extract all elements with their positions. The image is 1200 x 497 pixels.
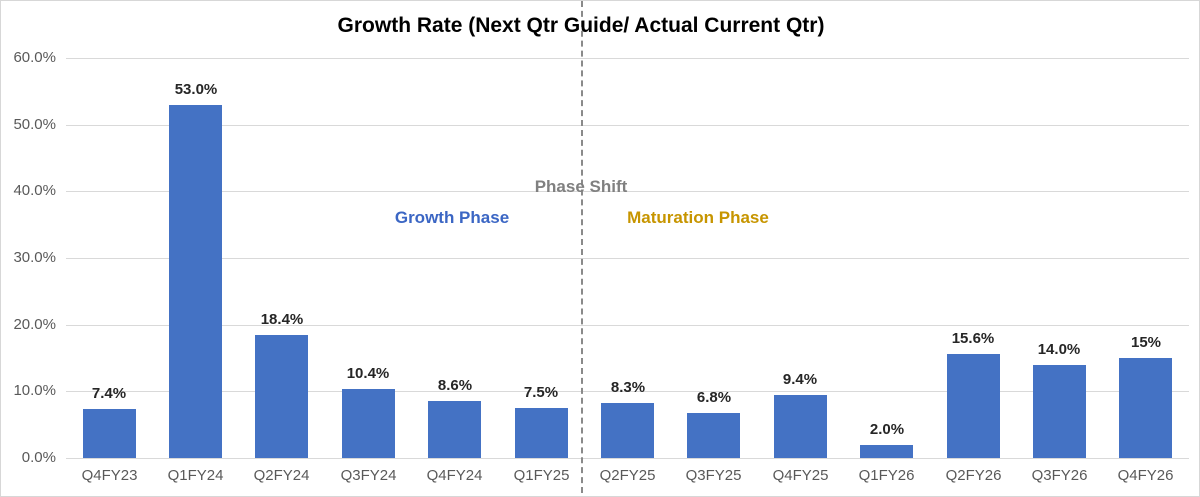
y-axis-tick-label: 30.0% xyxy=(13,249,56,266)
bar xyxy=(169,105,222,458)
bar xyxy=(428,401,481,458)
bar-value-label: 53.0% xyxy=(174,81,218,98)
bar-value-label: 9.4% xyxy=(782,371,818,388)
bar-value-label: 10.4% xyxy=(346,365,390,382)
y-axis-tick-label: 50.0% xyxy=(13,116,56,133)
x-axis-tick-label: Q3FY26 xyxy=(1031,467,1088,484)
phase-shift-label: Phase Shift xyxy=(534,177,628,196)
x-axis-tick-label: Q3FY25 xyxy=(685,467,742,484)
chart-title: Growth Rate (Next Qtr Guide/ Actual Curr… xyxy=(337,14,825,37)
bar xyxy=(255,335,308,458)
x-axis-tick-label: Q1FY25 xyxy=(513,467,570,484)
x-axis-tick-label: Q2FY24 xyxy=(253,467,310,484)
y-axis-tick-label: 10.0% xyxy=(13,382,56,399)
bar-value-label: 2.0% xyxy=(869,421,905,438)
y-axis-tick-label: 60.0% xyxy=(13,49,56,66)
gridline xyxy=(66,191,1189,192)
bar xyxy=(601,403,654,458)
bar xyxy=(947,354,1000,458)
x-axis-tick-label: Q4FY24 xyxy=(426,467,483,484)
bar-value-label: 15% xyxy=(1130,334,1162,351)
bar-value-label: 8.6% xyxy=(437,377,473,394)
x-axis-tick-label: Q2FY26 xyxy=(945,467,1002,484)
gridline xyxy=(66,325,1189,326)
bar xyxy=(774,395,827,458)
bar-value-label: 6.8% xyxy=(696,389,732,406)
gridline xyxy=(66,258,1189,259)
phase-shift-divider-line xyxy=(581,1,583,493)
bar-value-label: 8.3% xyxy=(610,379,646,396)
bar-value-label: 18.4% xyxy=(260,311,304,328)
x-axis-tick-label: Q1FY24 xyxy=(167,467,224,484)
y-axis-tick-label: 20.0% xyxy=(13,316,56,333)
bar-value-label: 7.5% xyxy=(523,384,559,401)
bar xyxy=(515,408,568,458)
gridline xyxy=(66,125,1189,126)
x-axis-tick-label: Q4FY26 xyxy=(1117,467,1174,484)
x-axis-tick-label: Q2FY25 xyxy=(599,467,656,484)
x-axis-tick-label: Q4FY23 xyxy=(81,467,138,484)
bar-value-label: 14.0% xyxy=(1037,341,1081,358)
gridline xyxy=(66,58,1189,59)
x-axis-tick-label: Q1FY26 xyxy=(858,467,915,484)
x-axis-tick-label: Q3FY24 xyxy=(340,467,397,484)
bar xyxy=(860,445,913,458)
y-axis-tick-label: 40.0% xyxy=(13,182,56,199)
bar xyxy=(342,389,395,458)
gridline xyxy=(66,391,1189,392)
x-axis-tick-label: Q4FY25 xyxy=(772,467,829,484)
y-axis-tick-label: 0.0% xyxy=(21,449,56,466)
gridline xyxy=(66,458,1189,459)
bar xyxy=(687,413,740,458)
maturation-phase-label: Maturation Phase xyxy=(627,208,769,227)
bar-value-label: 15.6% xyxy=(951,330,995,347)
bar xyxy=(83,409,136,458)
bar-value-label: 7.4% xyxy=(91,385,127,402)
bar xyxy=(1119,358,1172,458)
bar xyxy=(1033,365,1086,458)
growth-phase-label: Growth Phase xyxy=(394,208,510,227)
